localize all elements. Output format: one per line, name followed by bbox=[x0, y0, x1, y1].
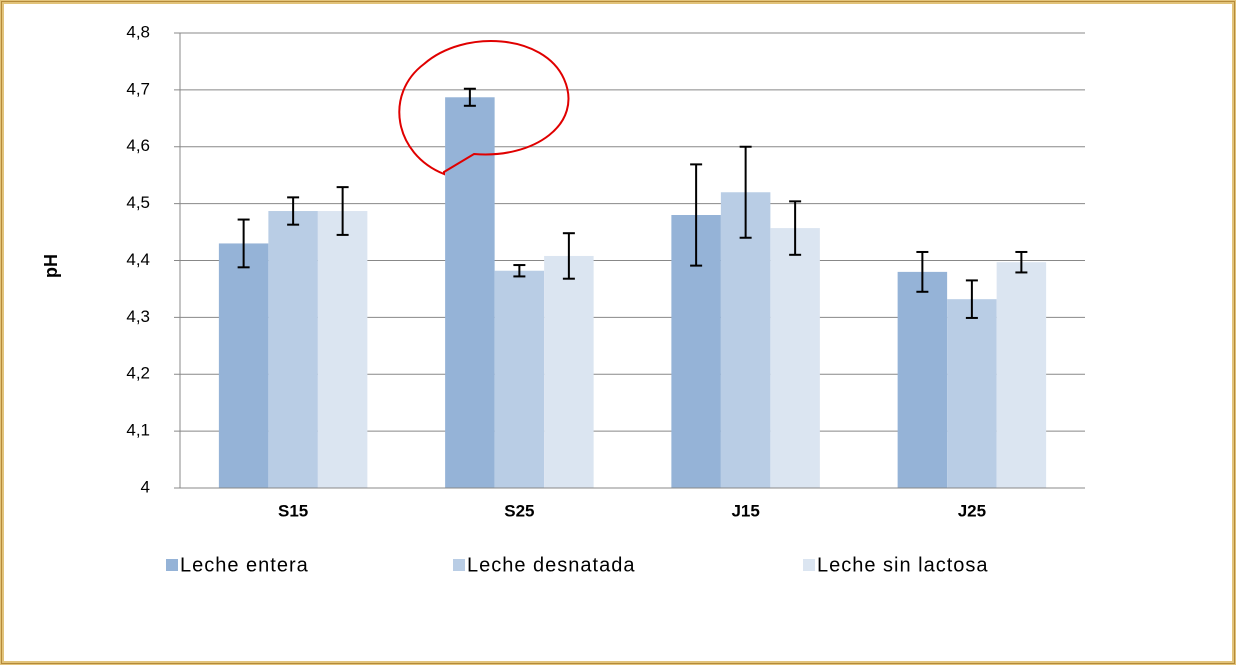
y-tick-label: 4,7 bbox=[126, 79, 150, 98]
error-bar bbox=[916, 250, 929, 293]
y-tick-label: 4 bbox=[141, 477, 150, 496]
error-bar bbox=[562, 232, 575, 280]
y-tick-label: 4,5 bbox=[126, 193, 150, 212]
legend-label: Leche entera bbox=[180, 554, 309, 576]
error-bar bbox=[513, 264, 526, 278]
legend-label: Leche sin lactosa bbox=[817, 554, 989, 576]
bar bbox=[445, 97, 495, 489]
error-bar bbox=[463, 87, 476, 107]
legend-swatch bbox=[166, 559, 178, 571]
x-tick-label: J15 bbox=[731, 501, 759, 520]
x-tick-label: S25 bbox=[504, 501, 534, 520]
legend-swatch bbox=[453, 559, 465, 571]
legend-swatch bbox=[803, 559, 815, 571]
error-bar bbox=[739, 145, 752, 239]
error-bar bbox=[1015, 250, 1028, 274]
error-bar bbox=[690, 163, 703, 267]
error-bar bbox=[789, 200, 802, 256]
y-tick-label: 4,1 bbox=[126, 421, 150, 440]
bar bbox=[544, 255, 594, 488]
y-tick-label: 4,8 bbox=[126, 22, 150, 41]
error-bar bbox=[287, 196, 300, 226]
bar bbox=[770, 228, 820, 489]
bar bbox=[268, 211, 318, 489]
callout-bubble bbox=[398, 40, 570, 176]
error-bar bbox=[237, 218, 250, 269]
y-tick-label: 4,6 bbox=[126, 136, 150, 155]
plot-area: 4 4,1 4,2 4,3 4,4 4,5 4,6 4,7 4,8 S15 S25 J15 J25 Lec… bbox=[126, 22, 1085, 576]
error-bar bbox=[965, 279, 978, 319]
x-tick-label: J25 bbox=[958, 501, 986, 520]
bar bbox=[996, 262, 1047, 488]
bar bbox=[317, 211, 368, 489]
bar bbox=[720, 192, 771, 488]
y-tick-label: 4,3 bbox=[126, 307, 150, 326]
bar bbox=[897, 271, 948, 488]
legend-label: Leche desnatada bbox=[467, 554, 635, 576]
x-tick-label: S15 bbox=[278, 501, 308, 520]
y-tick-label: 4,4 bbox=[126, 250, 150, 269]
y-axis-label: pH bbox=[41, 254, 61, 278]
bar bbox=[494, 270, 545, 488]
chart: pH 4 4,1 4,2 4,3 4,4 4,5 4,6 4,7 4,8 S15 S25 J15 J25… bbox=[41, 22, 1085, 576]
error-bar bbox=[336, 186, 349, 236]
bar bbox=[947, 299, 997, 488]
bar bbox=[218, 243, 269, 488]
y-tick-label: 4,2 bbox=[126, 364, 150, 383]
